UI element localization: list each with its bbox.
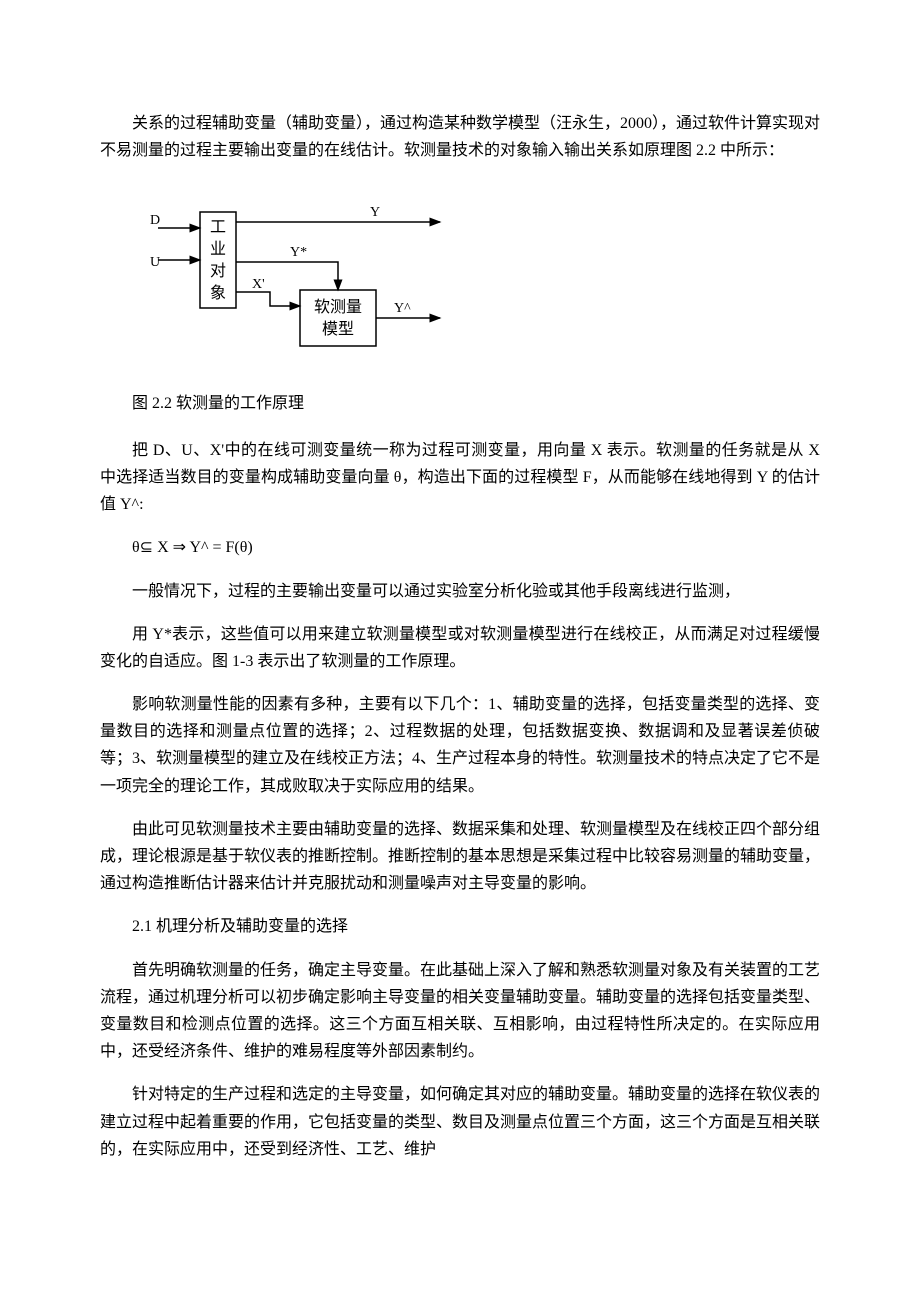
paragraph-8: 针对特定的生产过程和选定的主导变量，如何确定其对应的辅助变量。辅助变量的选择在软… [100, 1081, 820, 1163]
paragraph-2: 把 D、U、X'中的在线可测变量统一称为过程可测变量，用向量 X 表示。软测量的… [100, 437, 820, 519]
label-d: D [150, 213, 160, 228]
box1-text-1: 工 [210, 219, 226, 236]
label-xprime: X' [252, 277, 265, 292]
label-ystar: Y* [290, 245, 307, 260]
section-title-2-1: 2.1 机理分析及辅助变量的选择 [100, 913, 820, 940]
box2-text-1: 软测量 [314, 298, 362, 316]
label-u: U [150, 255, 160, 270]
paragraph-7: 首先明确软测量的任务，确定主导变量。在此基础上深入了解和熟悉软测量对象及有关装置… [100, 957, 820, 1066]
diagram-soft-measurement: 工 业 对 象 软测量 模型 D U Y Y* X' Y^ [140, 192, 820, 371]
paragraph-3: 一般情况下，过程的主要输出变量可以通过实验室分析化验或其他手段离线进行监测， [100, 578, 820, 605]
paragraph-intro: 关系的过程辅助变量（辅助变量），通过构造某种数学模型（汪永生，2000），通过软… [100, 110, 820, 164]
arrow-xprime [236, 292, 300, 306]
paragraph-5: 影响软测量性能的因素有多种，主要有以下几个：1、辅助变量的选择，包括变量类型的选… [100, 691, 820, 800]
label-y: Y [370, 205, 380, 220]
box1-text-3: 对 [210, 262, 226, 280]
box1-text-4: 象 [210, 284, 226, 302]
formula-theta: θ⊆ X ⇒ Y^ = F(θ) [100, 534, 820, 561]
box2-text-2: 模型 [322, 320, 354, 338]
paragraph-4: 用 Y*表示，这些值可以用来建立软测量模型或对软测量模型进行在线校正，从而满足对… [100, 621, 820, 675]
diagram-svg: 工 业 对 象 软测量 模型 D U Y Y* X' Y^ [140, 192, 460, 362]
box1-text-2: 业 [210, 240, 226, 258]
label-yhat: Y^ [394, 301, 411, 316]
figure-caption: 图 2.2 软测量的工作原理 [100, 390, 820, 417]
paragraph-6: 由此可见软测量技术主要由辅助变量的选择、数据采集和处理、软测量模型及在线校正四个… [100, 816, 820, 898]
